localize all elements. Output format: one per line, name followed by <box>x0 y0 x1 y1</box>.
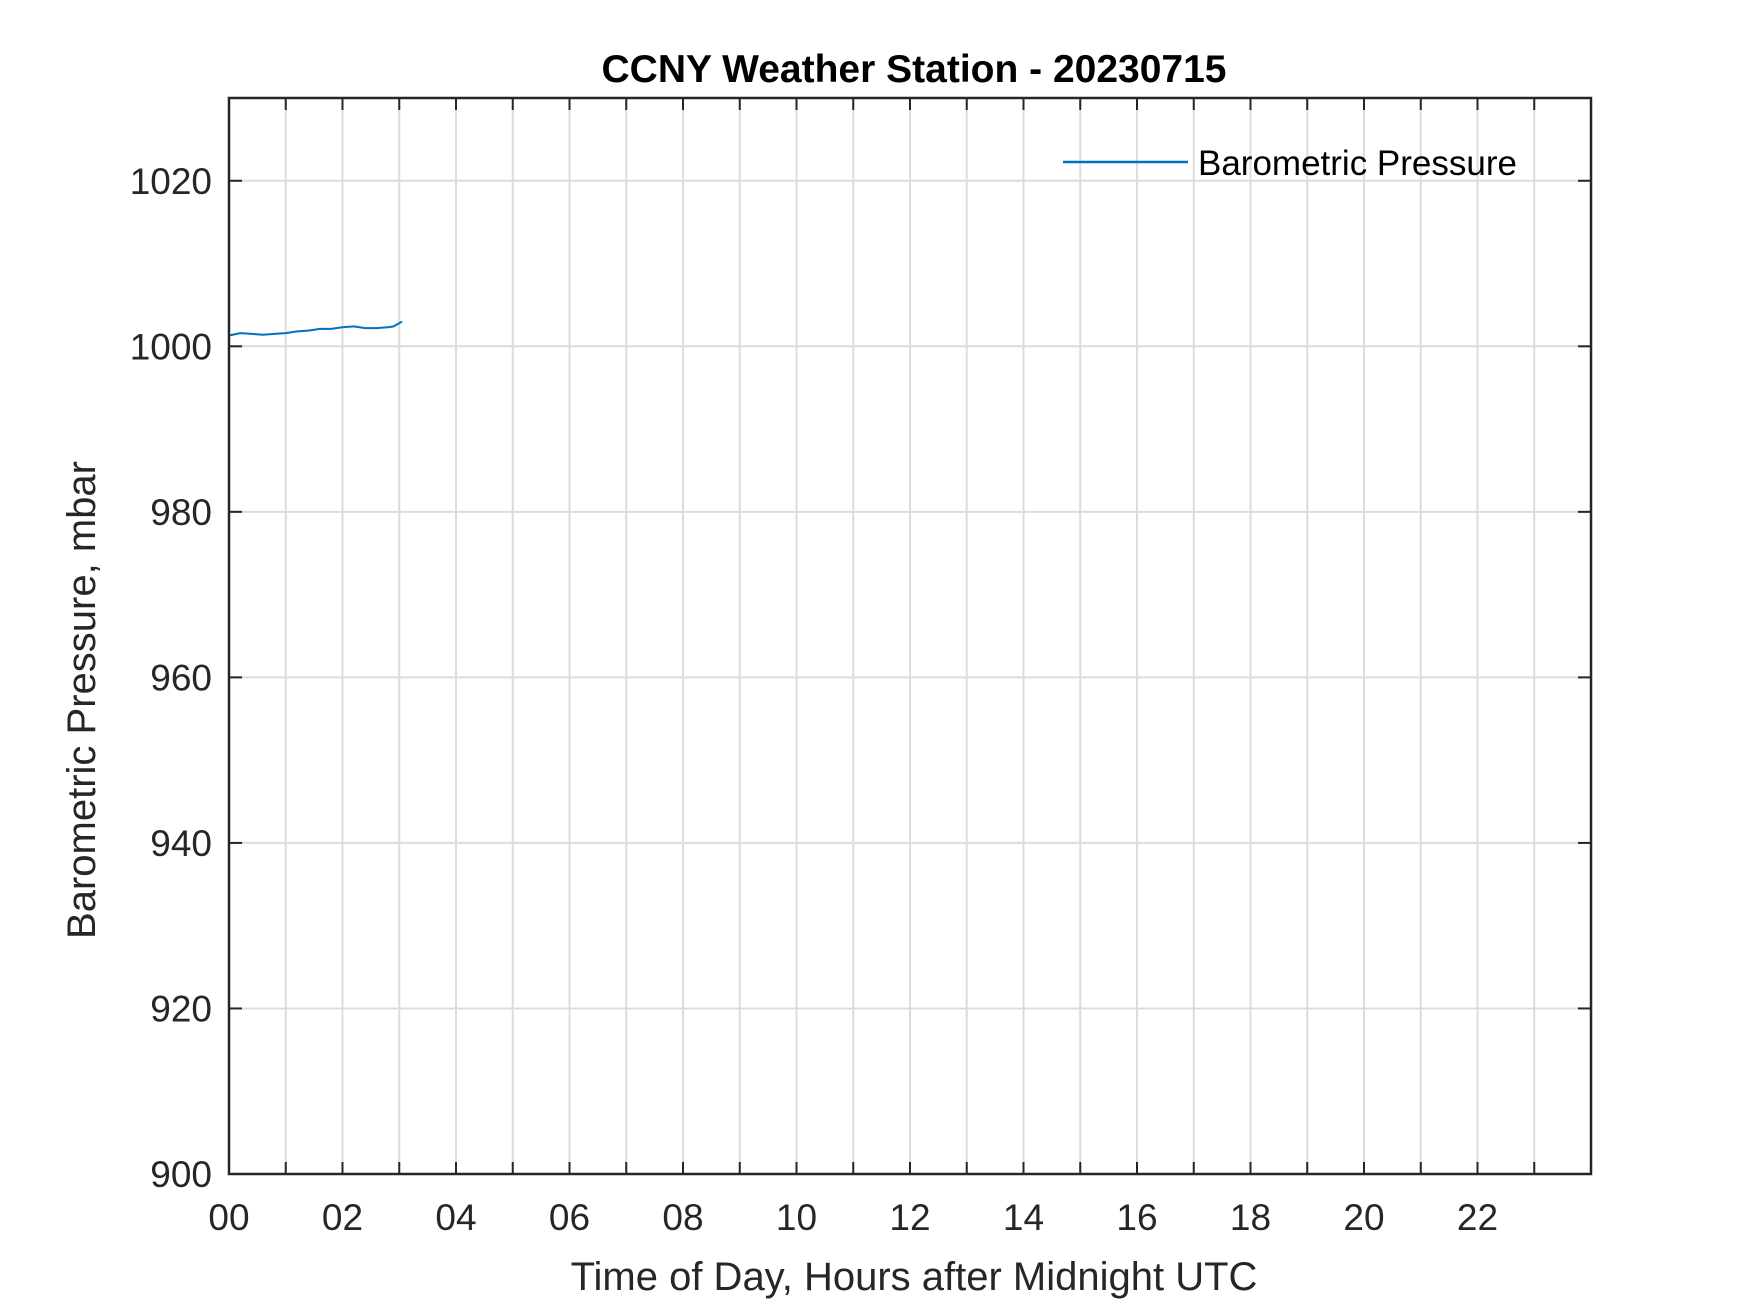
x-tick-label: 06 <box>549 1197 590 1238</box>
y-tick-labels: 900 920 940 960 980 1000 1020 <box>130 161 212 1195</box>
y-axis-label: Barometric Pressure, mbar <box>60 461 104 939</box>
x-tick-label: 20 <box>1343 1197 1384 1238</box>
x-tick-label: 02 <box>322 1197 363 1238</box>
y-tick-label: 960 <box>150 657 212 698</box>
x-tick-labels: 00 02 04 06 08 10 12 14 16 18 20 22 <box>208 1197 1498 1238</box>
legend-label: Barometric Pressure <box>1198 144 1517 183</box>
y-tick-label: 940 <box>150 823 212 864</box>
x-tick-label: 22 <box>1457 1197 1498 1238</box>
x-tick-label: 04 <box>435 1197 476 1238</box>
x-axis-label: Time of Day, Hours after Midnight UTC <box>571 1255 1258 1299</box>
axes <box>227 96 1593 1176</box>
y-tick-label: 1020 <box>130 161 212 202</box>
legend: Barometric Pressure <box>1063 144 1517 183</box>
y-tick-label: 1000 <box>130 326 212 367</box>
x-tick-label: 00 <box>208 1197 249 1238</box>
series-layer <box>228 320 403 337</box>
y-tick-label: 920 <box>150 988 212 1029</box>
x-tick-label: 10 <box>776 1197 817 1238</box>
y-tick-label: 980 <box>150 492 212 533</box>
plot-frame <box>227 96 1593 1176</box>
grid-lines <box>229 98 1591 1174</box>
series-line-barometric-pressure <box>228 320 403 337</box>
x-tick-label: 12 <box>889 1197 930 1238</box>
x-tick-label: 16 <box>1116 1197 1157 1238</box>
x-tick-label: 08 <box>662 1197 703 1238</box>
x-tick-label: 18 <box>1230 1197 1271 1238</box>
x-tick-label: 14 <box>1003 1197 1044 1238</box>
chart-title: CCNY Weather Station - 20230715 <box>602 48 1227 91</box>
y-tick-label: 900 <box>150 1154 212 1195</box>
